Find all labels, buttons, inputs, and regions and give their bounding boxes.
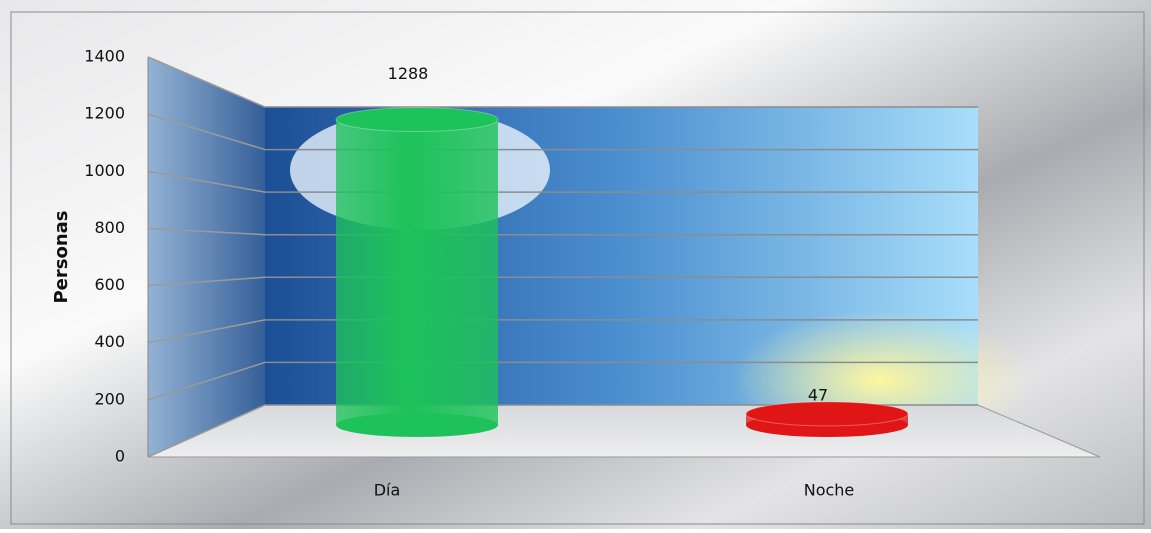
x-tick-label: Día <box>374 481 401 500</box>
grid-line <box>147 170 266 193</box>
grid-line <box>147 404 266 458</box>
y-tick-label: 400 <box>94 332 125 351</box>
y-tick-label: 800 <box>94 218 125 237</box>
y-tick-label: 200 <box>94 389 125 408</box>
bar-cap <box>335 107 499 133</box>
y-axis-label: Personas <box>51 210 72 303</box>
bar-cap <box>745 401 909 427</box>
floor <box>147 404 1101 458</box>
grid-line <box>147 56 266 108</box>
marks: 1288 47 <box>335 64 909 437</box>
grid-line <box>147 361 266 401</box>
side-wall <box>148 57 265 457</box>
grid-line <box>147 319 266 344</box>
y-tick-label: 1200 <box>84 104 125 123</box>
grid-line <box>147 276 266 287</box>
x-tick-label: Noche <box>804 481 855 500</box>
y-tick-label: 0 <box>115 447 125 466</box>
grid-line <box>147 227 266 236</box>
y-tick-label: 600 <box>94 275 125 294</box>
value-label: 47 <box>808 385 828 404</box>
value-label: 1288 <box>388 64 429 83</box>
y-tick-label: 1000 <box>84 161 125 180</box>
grid-line <box>147 113 266 151</box>
y-tick-label: 1400 <box>84 47 125 66</box>
frame <box>10 11 1145 525</box>
bar <box>336 119 498 425</box>
